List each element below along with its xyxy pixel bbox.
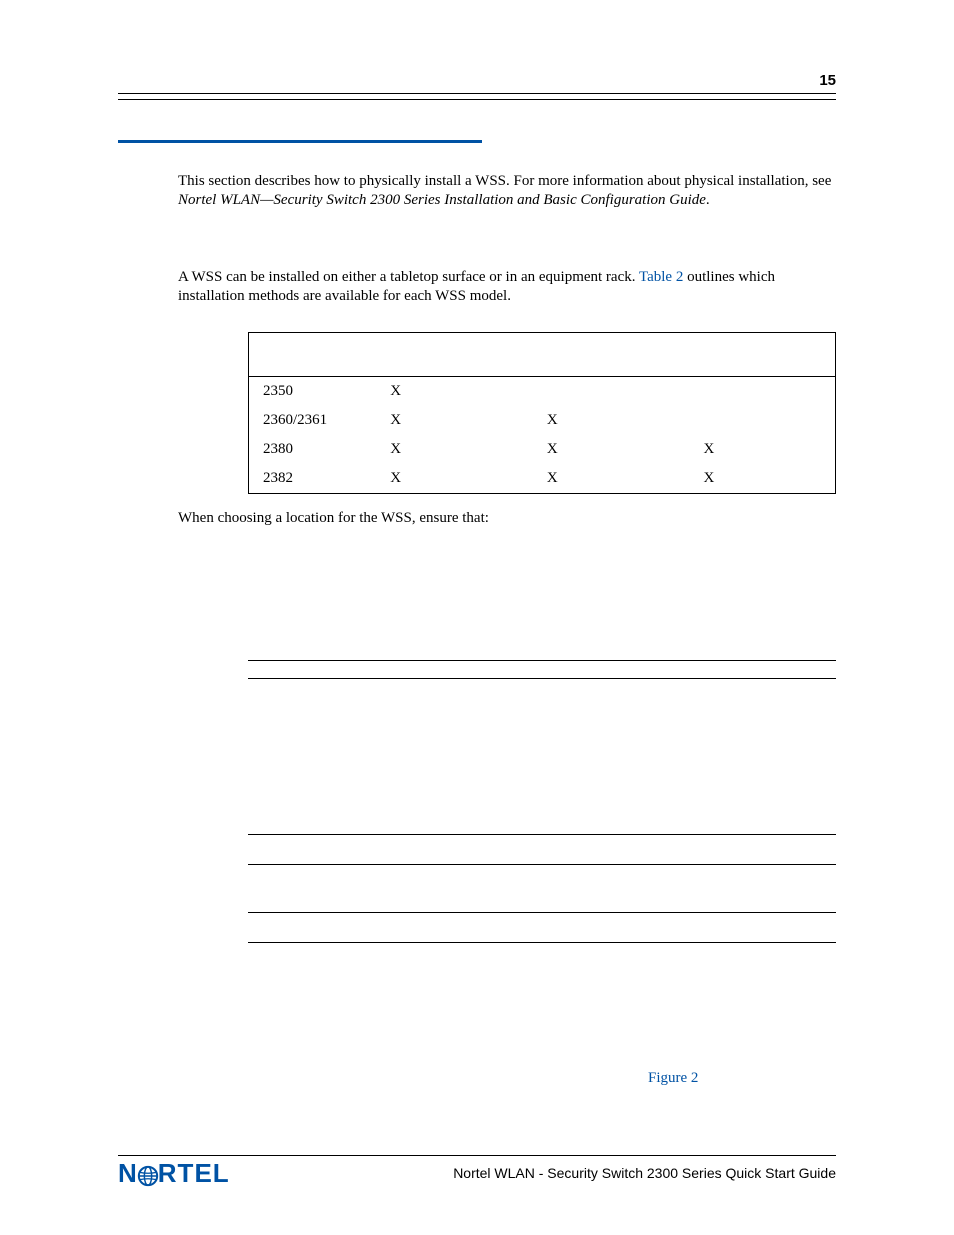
body-rule xyxy=(248,864,836,865)
body-rule xyxy=(248,912,836,913)
intro-text-1: This section describes how to physically… xyxy=(178,173,831,189)
table-row: 2382 X X X xyxy=(249,464,835,493)
nortel-logo: N RTEL xyxy=(118,1158,230,1189)
cell-c1: X xyxy=(390,470,547,487)
body-rule xyxy=(248,678,836,679)
section-heading-bar xyxy=(118,140,482,143)
cell-model: 2360/2361 xyxy=(263,412,390,429)
cell-c2: X xyxy=(547,470,704,487)
globe-icon xyxy=(137,1163,159,1185)
install-methods-paragraph: A WSS can be installed on either a table… xyxy=(178,268,836,306)
cell-c3: X xyxy=(704,470,821,487)
logo-text-right: RTEL xyxy=(158,1158,230,1189)
figure-2-link[interactable]: Figure 2 xyxy=(648,1070,698,1087)
installation-table: 2350 X 2360/2361 X X 2380 X X X 2382 X X… xyxy=(248,332,836,494)
cell-c3 xyxy=(704,412,821,429)
cell-c2 xyxy=(547,383,704,400)
footer-rule xyxy=(118,1155,836,1156)
intro-text-2: . xyxy=(706,192,710,208)
cell-c1: X xyxy=(390,412,547,429)
cell-model: 2382 xyxy=(263,470,390,487)
document-page: 15 This section describes how to physica… xyxy=(0,0,954,1235)
footer-doc-title: Nortel WLAN - Security Switch 2300 Serie… xyxy=(453,1165,836,1181)
cell-model: 2380 xyxy=(263,441,390,458)
table-row: 2380 X X X xyxy=(249,435,835,464)
cell-model: 2350 xyxy=(263,383,390,400)
intro-italic: Nortel WLAN—Security Switch 2300 Series … xyxy=(178,192,706,208)
page-number: 15 xyxy=(819,72,836,89)
intro-paragraph: This section describes how to physically… xyxy=(178,172,836,210)
cell-c3 xyxy=(704,383,821,400)
body-rule xyxy=(248,660,836,661)
logo-text-left: N xyxy=(118,1158,138,1189)
cell-c1: X xyxy=(390,383,547,400)
header-rule-2 xyxy=(118,99,836,100)
choosing-location-text: When choosing a location for the WSS, en… xyxy=(178,510,489,527)
cell-c1: X xyxy=(390,441,547,458)
body-rule xyxy=(248,942,836,943)
table-header-row xyxy=(249,333,835,377)
header-rule-1 xyxy=(118,93,836,94)
section2-text-1: A WSS can be installed on either a table… xyxy=(178,269,639,285)
table-row: 2360/2361 X X xyxy=(249,406,835,435)
cell-c2: X xyxy=(547,441,704,458)
table-2-link[interactable]: Table 2 xyxy=(639,269,683,285)
body-rule xyxy=(248,834,836,835)
cell-c3: X xyxy=(704,441,821,458)
cell-c2: X xyxy=(547,412,704,429)
table-row: 2350 X xyxy=(249,377,835,406)
